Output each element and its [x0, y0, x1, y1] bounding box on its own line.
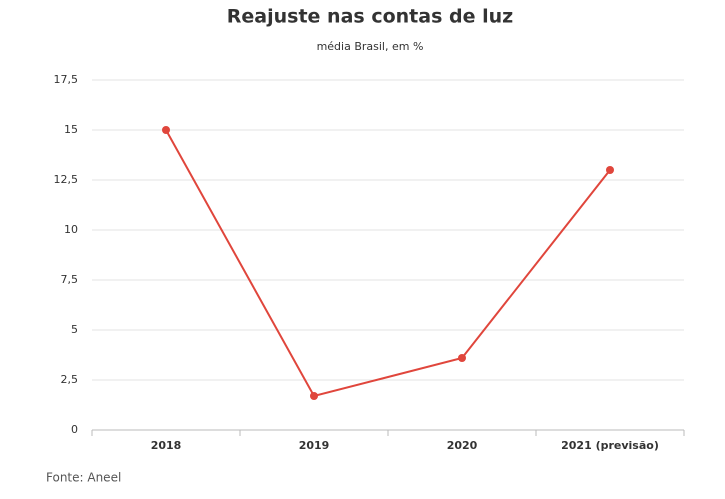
- y-tick-label: 5: [71, 323, 78, 336]
- point: [606, 166, 614, 174]
- y-tick-label: 0: [71, 423, 78, 436]
- x-tick-label: 2021 (previsão): [561, 439, 659, 452]
- y-tick-label: 10: [64, 223, 78, 236]
- x-tick-label: 2020: [447, 439, 478, 452]
- line: [165, 129, 611, 398]
- y-tick-label: 17,5: [54, 73, 79, 86]
- y-tick-label: 7,5: [61, 273, 79, 286]
- x-tick-label: 2018: [151, 439, 182, 452]
- point: [162, 126, 170, 134]
- x-tick-label: 2019: [299, 439, 330, 452]
- chart-subtitle: média Brasil, em %: [317, 40, 424, 53]
- point: [310, 392, 318, 400]
- y-tick-label: 15: [64, 123, 78, 136]
- source: Fonte: Aneel: [46, 471, 121, 485]
- chart-title: Reajuste nas contas de luz: [227, 6, 513, 28]
- point: [458, 354, 466, 362]
- y-tick-label: 12,5: [54, 173, 79, 186]
- y-tick-label: 2,5: [61, 373, 79, 386]
